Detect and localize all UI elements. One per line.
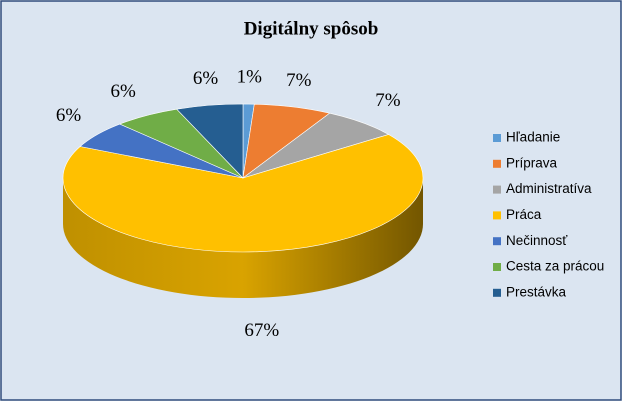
legend-swatch <box>493 211 501 220</box>
legend-label: Cesta za prácou <box>506 259 604 274</box>
data-label: 6% <box>111 81 137 102</box>
slice-side <box>63 178 423 298</box>
legend-label: Hľadanie <box>506 130 560 145</box>
data-label: 7% <box>286 70 312 91</box>
legend-swatch <box>493 185 501 194</box>
legend-label: Administratíva <box>506 181 592 196</box>
legend-swatch <box>493 159 501 168</box>
chart-title: Digitálny spôsob <box>244 18 379 39</box>
data-label: 7% <box>375 90 401 111</box>
legend-label: Práca <box>506 207 542 222</box>
data-label: 6% <box>193 68 219 89</box>
legend-label: Príprava <box>506 155 558 170</box>
pie-slice <box>176 103 244 179</box>
legend-swatch <box>493 263 501 271</box>
data-label: 67% <box>244 320 279 341</box>
legend-swatch <box>493 134 501 142</box>
data-label: 6% <box>56 105 82 126</box>
legend-swatch <box>493 288 501 297</box>
legend-label: Prestávka <box>506 284 567 299</box>
legend-label: Nečinnosť <box>506 233 568 248</box>
pie-slice <box>62 134 424 253</box>
data-label: 1% <box>237 66 263 87</box>
legend-swatch <box>493 237 501 246</box>
